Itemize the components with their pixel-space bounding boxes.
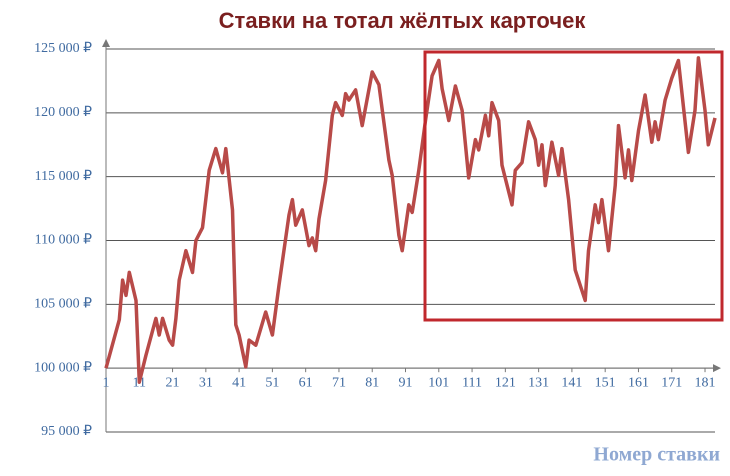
x-tick-label: 111 — [462, 375, 482, 390]
chart-title: Ставки на тотал жёлтых карточек — [219, 8, 587, 33]
x-tick-label: 31 — [199, 375, 213, 390]
x-tick-label: 171 — [661, 375, 682, 390]
x-tick-label: 51 — [265, 375, 279, 390]
x-tick-label: 81 — [365, 375, 379, 390]
x-tick-label: 21 — [166, 375, 180, 390]
y-tick-label: 115 000 ₽ — [35, 169, 92, 184]
y-tick-label: 105 000 ₽ — [34, 297, 92, 312]
x-tick-label: 101 — [428, 375, 449, 390]
x-axis-arrow — [713, 364, 721, 373]
x-tick-label: 181 — [695, 375, 716, 390]
x-tick-label: 131 — [528, 375, 549, 390]
line — [104, 56, 717, 384]
x-tick-label: 91 — [399, 375, 413, 390]
y-tick-label: 100 000 ₽ — [34, 360, 92, 375]
x-axis-label: Номер ставки — [593, 444, 720, 466]
x-tick-label: 151 — [595, 375, 616, 390]
x-tick-label: 121 — [495, 375, 516, 390]
y-tick-label: 125 000 ₽ — [34, 41, 92, 56]
x-tick-label: 61 — [299, 375, 313, 390]
x-tick-label: 71 — [332, 375, 346, 390]
x-tick-label: 41 — [232, 375, 246, 390]
y-tick-label: 110 000 ₽ — [35, 233, 92, 248]
y-tick-label: 120 000 ₽ — [34, 105, 92, 120]
highlight-box — [423, 50, 724, 322]
x-tick-label: 161 — [628, 375, 649, 390]
x-tick-label: 1 — [103, 375, 110, 390]
x-tick-label: 141 — [561, 375, 582, 390]
y-tick-label: 95 000 ₽ — [41, 424, 92, 439]
y-axis-arrow — [102, 39, 110, 47]
